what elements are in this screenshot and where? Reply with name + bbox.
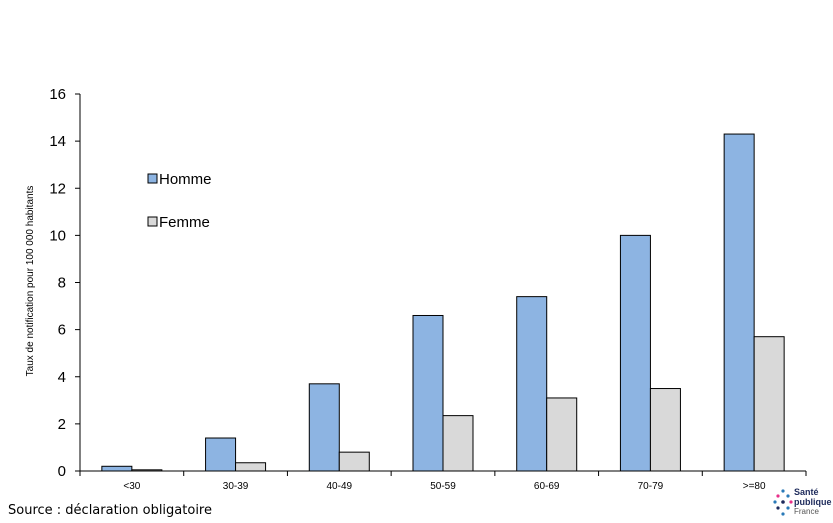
- bar-femme-6: [753, 336, 785, 472]
- y-tick-label: 8: [58, 275, 66, 292]
- x-tick-label: 50-59: [430, 481, 456, 492]
- y-tick-label: 16: [49, 86, 66, 103]
- source-note: Source : déclaration obligatoire: [8, 503, 212, 518]
- x-tick-label: >=80: [743, 481, 766, 492]
- bar-femme-2: [338, 451, 370, 472]
- bar-femme-0: [131, 469, 163, 472]
- y-tick-label: 10: [49, 227, 66, 244]
- y-tick-label: 6: [58, 322, 66, 339]
- y-tick-label: 2: [58, 416, 66, 433]
- logo-line-3: France: [794, 507, 819, 516]
- x-tick-label: 30-39: [223, 481, 249, 492]
- bar-homme-3: [412, 314, 444, 472]
- legend-label-femme: Femme: [159, 214, 210, 231]
- logo-line-1: Santé: [794, 487, 819, 497]
- bar-homme-2: [308, 383, 340, 472]
- legend-swatch-femme: [147, 216, 158, 227]
- bar-femme-1: [235, 462, 267, 472]
- y-tick-label: 12: [49, 180, 66, 197]
- legend-swatch-homme: [147, 173, 158, 184]
- x-tick-label: <30: [123, 481, 140, 492]
- legend-label-homme: Homme: [159, 171, 212, 188]
- bar-homme-1: [205, 437, 237, 472]
- logo-dots-icon: [773, 489, 793, 516]
- bar-femme-3: [442, 415, 474, 472]
- y-tick-label: 0: [58, 463, 66, 480]
- y-tick-label: 4: [58, 369, 66, 386]
- y-tick-label: 14: [49, 133, 66, 150]
- sante-publique-logo: Santé publique France: [772, 487, 832, 521]
- bar-homme-5: [619, 234, 651, 472]
- x-tick-label: 40-49: [326, 481, 352, 492]
- bar-homme-0: [101, 465, 133, 472]
- y-axis-title: Taux de notification pour 100 000 habita…: [25, 186, 36, 377]
- bar-homme-6: [723, 133, 755, 472]
- bar-femme-4: [546, 397, 578, 472]
- logo-line-2: publique: [794, 497, 832, 507]
- bar-femme-5: [649, 388, 681, 472]
- bar-homme-4: [516, 296, 548, 472]
- x-tick-label: 60-69: [534, 481, 560, 492]
- x-tick-label: 70-79: [638, 481, 664, 492]
